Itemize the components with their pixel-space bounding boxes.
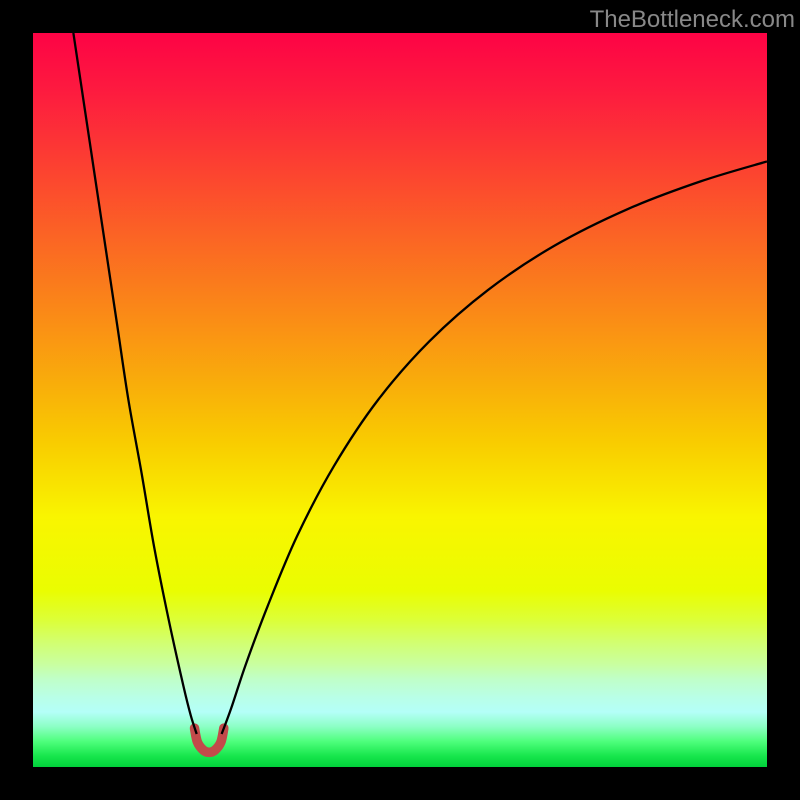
plot-svg [33, 33, 767, 767]
plot-area [33, 33, 767, 767]
curve-right-branch [222, 161, 767, 734]
watermark-text: TheBottleneck.com [590, 6, 795, 34]
notch-marker [194, 728, 223, 752]
curve-left-branch [73, 33, 196, 734]
